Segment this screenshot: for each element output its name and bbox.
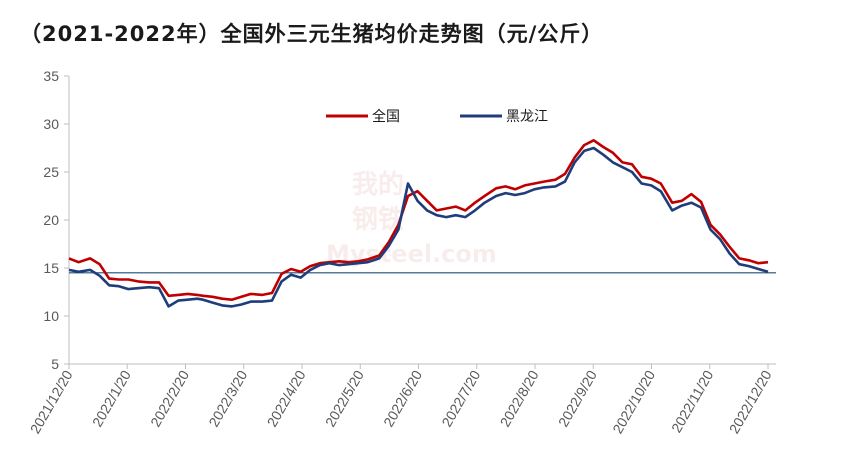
chart-legend: 全国 黑龙江 <box>326 108 548 125</box>
x-tick-label: 2022/10/20 <box>609 367 658 436</box>
x-tick-label: 2022/2/20 <box>147 367 192 429</box>
x-tick-label: 2022/1/20 <box>89 367 134 429</box>
y-tick-label: 10 <box>43 308 59 324</box>
x-tick-label: 2021/12/20 <box>27 367 76 436</box>
y-tick-label: 20 <box>43 212 59 228</box>
x-tick-label: 2022/5/20 <box>322 367 367 429</box>
chart-series <box>68 139 769 308</box>
legend-label: 全国 <box>372 108 400 125</box>
watermark-text: 我的 <box>352 169 404 200</box>
x-tick-label: 2022/12/20 <box>726 367 775 436</box>
y-tick-label: 35 <box>43 68 59 84</box>
x-tick-label: 2022/7/20 <box>438 367 483 429</box>
series-line-national <box>68 139 769 302</box>
chart-title: （2021-2022年）全国外三元生猪均价走势图（元/公斤） <box>20 22 604 46</box>
legend-label: 黑龙江 <box>506 109 548 125</box>
x-tick-label: 2022/9/20 <box>555 367 600 429</box>
y-tick-label: 5 <box>51 356 59 372</box>
x-tick-label: 2022/11/20 <box>668 367 716 435</box>
x-tick-label: 2022/6/20 <box>380 367 425 429</box>
y-tick-label: 15 <box>43 260 59 276</box>
x-tick-label: 2022/4/20 <box>264 367 309 429</box>
y-tick-label: 30 <box>43 116 59 132</box>
series-line-heilongjiang <box>68 146 769 308</box>
x-tick-label: 2022/8/20 <box>497 367 542 429</box>
y-tick-label: 25 <box>43 164 59 180</box>
x-tick-label: 2022/3/20 <box>205 367 250 429</box>
